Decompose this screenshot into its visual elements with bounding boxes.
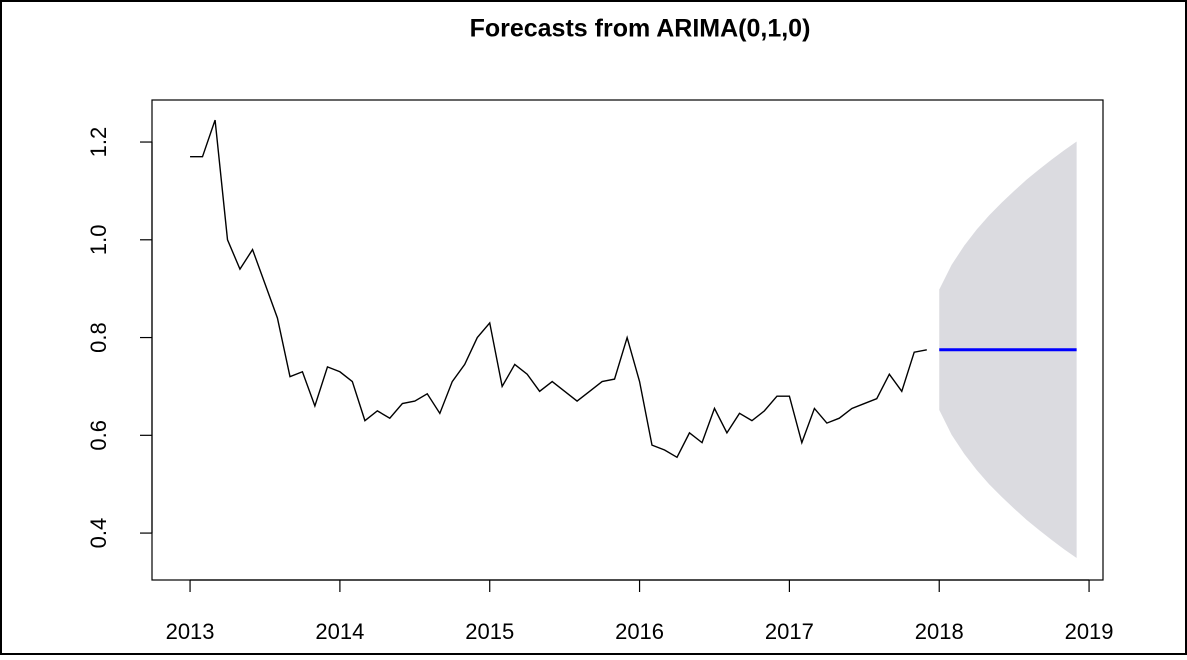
x-tick-label: 2013 bbox=[166, 619, 215, 644]
x-tick-label: 2019 bbox=[1065, 619, 1114, 644]
x-tick-label: 2015 bbox=[465, 619, 514, 644]
y-tick-label: 0.6 bbox=[86, 420, 111, 451]
y-tick-label: 1.2 bbox=[86, 127, 111, 158]
x-tick-label: 2016 bbox=[615, 619, 664, 644]
x-tick-label: 2017 bbox=[765, 619, 814, 644]
y-tick-label: 0.4 bbox=[86, 518, 111, 549]
y-tick-label: 0.8 bbox=[86, 322, 111, 353]
x-tick-label: 2014 bbox=[315, 619, 364, 644]
x-tick-label: 2018 bbox=[915, 619, 964, 644]
y-tick-label: 1.0 bbox=[86, 224, 111, 255]
series-line bbox=[190, 119, 927, 459]
chart-title: Forecasts from ARIMA(0,1,0) bbox=[470, 15, 811, 43]
plot-area bbox=[190, 119, 1077, 559]
